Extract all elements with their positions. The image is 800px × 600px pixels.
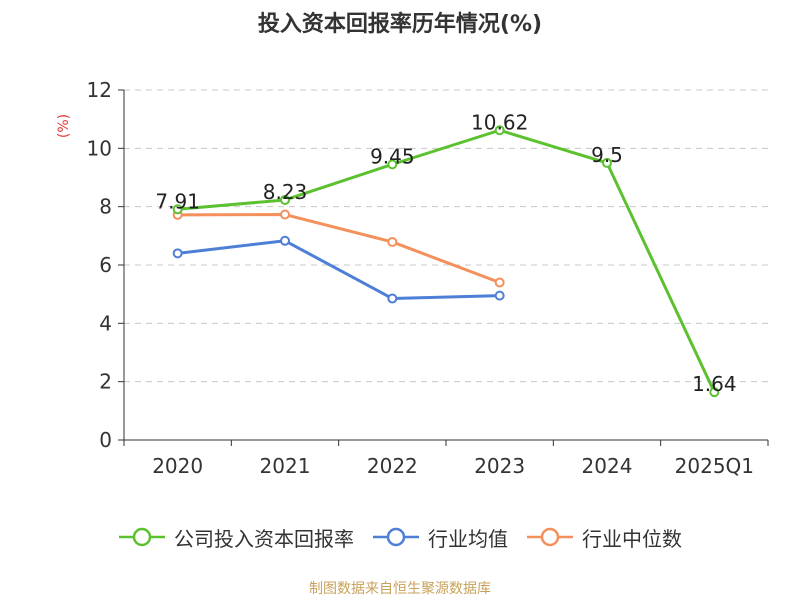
data-point	[387, 159, 398, 170]
data-labels: 7.91 8.23 9.45 10.62 9.5 1.64	[155, 110, 736, 396]
chart-title: 投入资本回报率历年情况(%)	[257, 12, 543, 37]
y-tick-label: 6	[99, 253, 112, 277]
y-axis-label: (%)	[56, 114, 72, 138]
series-layer	[172, 125, 720, 398]
legend-label: 行业均值	[428, 526, 508, 551]
x-tick-label: 2020	[152, 454, 203, 478]
legend-item-industry-mean[interactable]: 行业均值	[372, 523, 508, 552]
x-tick-label: 2023	[474, 454, 525, 478]
y-tick-label: 4	[99, 311, 112, 335]
data-point	[387, 236, 398, 247]
y-tick-label: 8	[99, 195, 112, 219]
series-line	[177, 239, 500, 301]
data-point	[494, 277, 505, 288]
series-line	[177, 213, 501, 284]
data-label: 10.62	[471, 110, 528, 134]
data-point	[494, 125, 505, 136]
data-point	[709, 387, 720, 398]
legend-line-icon	[527, 527, 573, 547]
data-point	[494, 290, 505, 301]
y-tick-label: 10	[87, 136, 112, 160]
axes: 0 2 4 6 8 10 12 2020 2021 2022 2023 2024 2025Q1	[87, 78, 769, 478]
legend-line-icon	[119, 527, 165, 547]
data-point	[280, 235, 290, 246]
data-point	[172, 204, 183, 215]
data-label: 9.5	[591, 143, 623, 167]
y-tick-label: 2	[99, 370, 112, 394]
data-label: 9.45	[370, 144, 415, 168]
series-line	[177, 128, 716, 393]
legend-label: 行业中位数	[582, 526, 682, 551]
y-tick-label: 0	[99, 428, 112, 452]
x-tick-label: 2021	[260, 454, 311, 478]
data-point	[280, 194, 290, 205]
data-source-note: 制图数据来自恒生聚源数据库	[309, 581, 491, 597]
data-label: 7.91	[155, 189, 200, 213]
x-tick-label: 2024	[582, 454, 633, 478]
y-tick-label: 12	[87, 78, 112, 102]
legend-line-icon	[373, 527, 419, 547]
data-point	[602, 157, 612, 168]
legend-item-company-roic[interactable]: 公司投入资本回报率	[118, 523, 354, 552]
data-label: 1.64	[692, 372, 737, 396]
x-tick-label: 2025Q1	[675, 454, 754, 478]
data-label: 8.23	[263, 180, 308, 204]
legend-item-industry-median[interactable]: 行业中位数	[526, 523, 682, 552]
data-point	[172, 248, 183, 259]
x-tick-label: 2022	[367, 454, 418, 478]
legend-label: 公司投入资本回报率	[174, 526, 354, 551]
legend: 公司投入资本回报率 行业均值 行业中位数	[0, 520, 800, 554]
grid-lines	[124, 89, 768, 383]
data-point	[280, 209, 290, 220]
data-point	[387, 293, 398, 304]
